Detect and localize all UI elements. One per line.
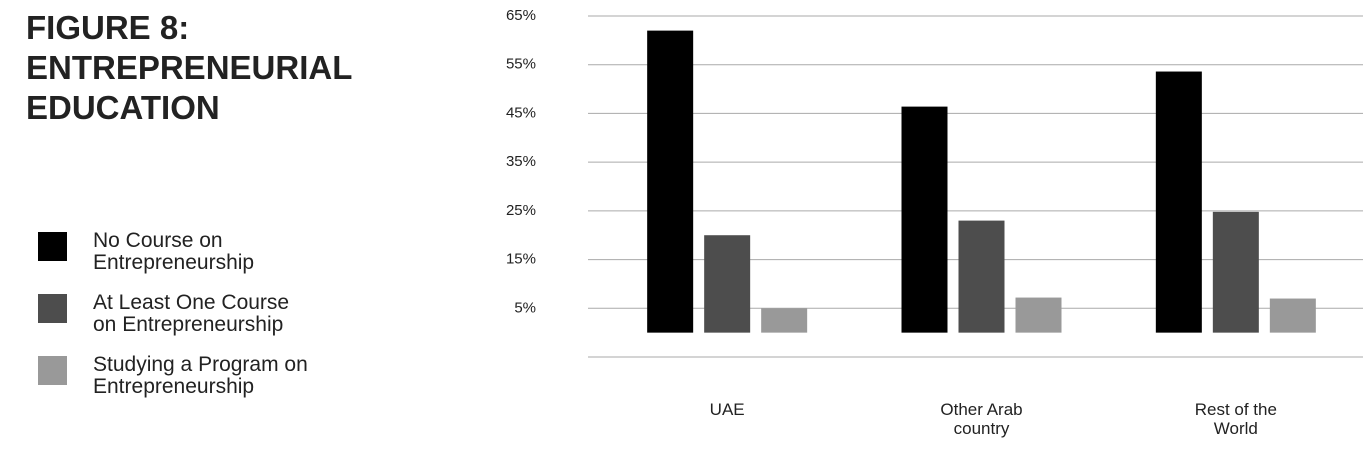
x-tick-label: Rest of the World [1194,400,1277,438]
legend-label: Studying a Program on Entrepreneurship [93,353,308,398]
x-tick-label: Other Arab country [940,400,1023,438]
chart-title: FIGURE 8: ENTREPRENEURIAL EDUCATION [26,9,352,126]
legend: No Course on Entrepreneurship At Least On… [38,230,308,416]
y-tick-label: 25% [506,202,536,219]
bar [647,30,694,333]
legend-item: At Least One Course on Entrepreneurship [38,292,308,336]
y-tick-label: 45% [506,104,536,121]
legend-item: No Course on Entrepreneurship [38,230,308,274]
y-tick-label: 35% [506,153,536,170]
legend-swatch [38,294,67,323]
y-tick-label: 15% [506,251,536,268]
legend-item: Studying a Program on Entrepreneurship [38,354,308,398]
y-tick-label: 55% [506,56,536,73]
legend-label: At Least One Course on Entrepreneurship [93,291,290,336]
y-tick-label: 5% [514,299,536,316]
bar [1212,211,1259,333]
bar [901,106,948,333]
y-tick-label: 65% [506,7,536,24]
legend-swatch [38,356,67,385]
legend-label: No Course on Entrepreneurship [93,229,255,274]
bar [958,220,1005,333]
bar [761,308,808,333]
bar [1269,298,1316,333]
bar [1015,297,1062,333]
x-tick-label: UAE [709,400,745,419]
bar [1155,71,1202,333]
legend-swatch [38,232,67,261]
bar [704,235,751,333]
